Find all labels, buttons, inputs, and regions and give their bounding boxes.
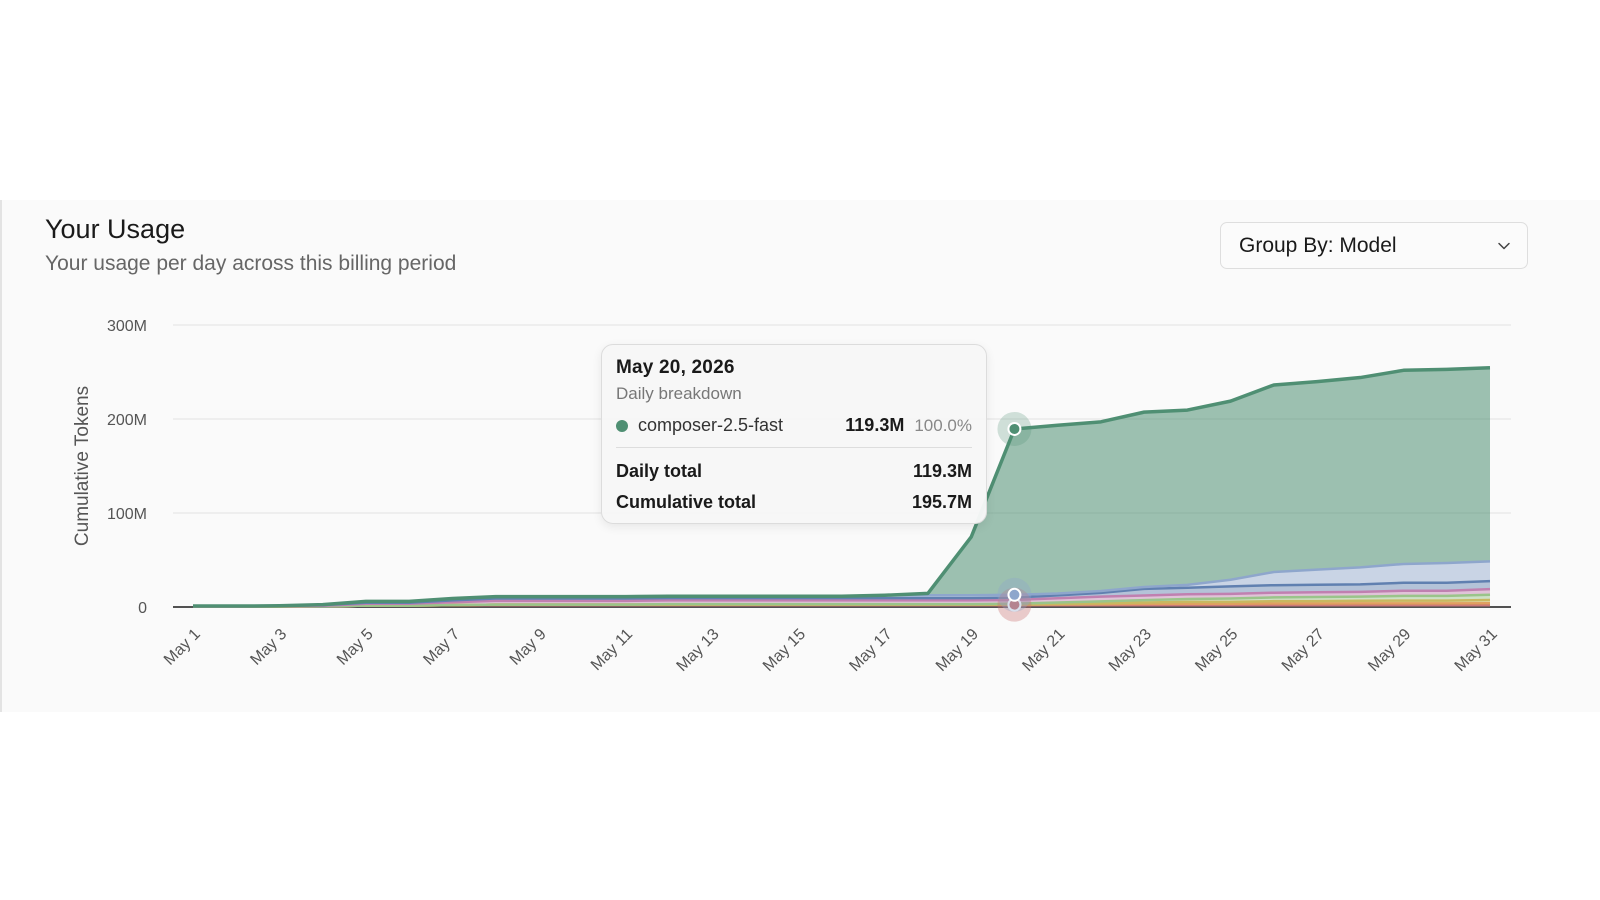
tooltip-model-name: composer-2.5-fast xyxy=(638,415,784,435)
tooltip-model-percent: 100.0% xyxy=(914,415,972,435)
tooltip-cumulative-total: Cumulative total 195.7M xyxy=(616,492,972,513)
x-tick-label: May 19 xyxy=(933,626,982,675)
x-tick-label: May 7 xyxy=(420,626,463,669)
series-area-7 xyxy=(193,367,1490,607)
hover-point xyxy=(1007,587,1022,602)
group-by-dropdown[interactable]: Group By: Model xyxy=(1220,222,1528,269)
page-subtitle: Your usage per day across this billing p… xyxy=(45,252,457,275)
y-tick-label: 100M xyxy=(107,506,147,523)
x-tick-label: May 13 xyxy=(674,626,723,675)
x-tick-label: May 27 xyxy=(1279,626,1328,675)
x-tick-label: May 9 xyxy=(507,626,550,669)
x-tick-label: May 1 xyxy=(161,626,204,669)
series-line-7 xyxy=(193,366,1491,608)
series-line-3 xyxy=(193,593,1491,608)
hover-point xyxy=(1007,421,1022,436)
usage-area-chart: 0 100M 200M 300M Cumulative Tokens May 1 May 3… xyxy=(72,318,1511,675)
y-tick-label: 200M xyxy=(107,412,147,429)
tooltip-date: May 20, 2026 xyxy=(616,357,735,378)
x-tick-label: May 17 xyxy=(846,626,895,675)
y-tick-label: 300M xyxy=(107,318,147,335)
daily-total-value: 119.3M xyxy=(912,461,972,481)
tooltip-daily-total: Daily total 119.3M xyxy=(616,461,972,482)
x-tick-label: May 11 xyxy=(588,626,636,674)
cumulative-total-label: Cumulative total xyxy=(616,492,757,512)
y-axis-title: Cumulative Tokens xyxy=(72,386,93,546)
y-tick-label: 0 xyxy=(138,600,147,617)
usage-panel: Your Usage Your usage per day across thi… xyxy=(0,200,1600,712)
x-tick-label: May 23 xyxy=(1106,626,1155,675)
x-tick-label: May 3 xyxy=(247,626,290,669)
tooltip-model-row: composer-2.5-fast 119.3M 100.0% xyxy=(616,415,972,436)
chevron-down-icon xyxy=(1498,242,1510,249)
daily-total-label: Daily total xyxy=(616,461,703,481)
x-tick-label: May 5 xyxy=(334,626,377,669)
x-tick-label: May 25 xyxy=(1192,626,1241,675)
x-tick-label: May 15 xyxy=(760,626,809,675)
series-color-dot xyxy=(616,419,628,432)
series-area-4 xyxy=(193,589,1490,607)
page-title: Your Usage xyxy=(45,214,186,244)
x-tick-label: May 31 xyxy=(1452,626,1501,675)
x-tick-label: May 29 xyxy=(1365,626,1414,675)
cumulative-total-value: 195.7M xyxy=(911,492,972,512)
chart-tooltip: May 20, 2026 Daily breakdown composer-2.… xyxy=(601,344,987,524)
x-tick-label: May 21 xyxy=(1019,626,1068,675)
group-by-label: Group By: Model xyxy=(1239,233,1397,257)
tooltip-divider xyxy=(616,447,972,448)
tooltip-subtitle: Daily breakdown xyxy=(616,384,742,403)
tooltip-model-value: 119.3M xyxy=(845,415,905,435)
